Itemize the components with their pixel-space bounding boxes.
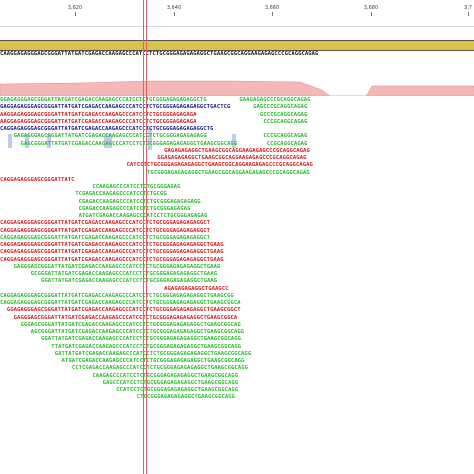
reverse-read[interactable]: AAGGAGAGGGAGCGGGATTATGATCGAGACCAAGAGCCCA… [0, 111, 197, 118]
reverse-read[interactable]: CAGGAGAGGGAGCGGGATTATGATCGAGACCAAGAGCCCA… [0, 220, 211, 227]
forward-read[interactable]: GGAGAGGGAGCGGGATTATGATCGAGACCAAGAGCCCATC… [0, 97, 207, 103]
ruler-tick [75, 12, 76, 16]
reverse-read[interactable]: GGAGAGAGAGGCTGAAGCGGCAGGAAGAGAGCCCGCAGGC… [157, 155, 307, 161]
forward-read[interactable]: GAGAGGGAGCGGGATTATGATCGAGACCAAGAGCCCATCC… [13, 133, 207, 140]
forward-read[interactable]: GGATTATGATCGAGACCAAGAGCCCATCCTCTGCGGGAGA… [41, 336, 241, 343]
mismatch-highlight [104, 134, 112, 148]
forward-read[interactable]: GAGCGGGATTATGATCGAGACCAAGAGCCCATCCTCTGCG… [20, 140, 238, 147]
forward-read[interactable]: CGAGACCAAGAGCCCATCCTCTGCGGGAGAGAG [78, 205, 191, 212]
forward-read[interactable]: CGAGACCAAGAGCCCATCCTCTGCGGGAGAGAGAGG [78, 198, 201, 205]
reverse-read[interactable]: AAGGAGAGGGAGCGGGATTATGATCGAGACCAAGAGCCCA… [0, 118, 197, 125]
forward-read[interactable]: GGATTATGATCGAGACCAAGAGCCCATCCTCTGCGGGAGA… [41, 278, 218, 285]
forward-read[interactable]: CCCGCAGGCAGAG [263, 133, 308, 140]
coverage-area [0, 80, 474, 96]
mismatch-highlight [25, 134, 29, 148]
forward-read[interactable]: CCTCGAGACCAAGAGCCCATCCTCTGCGGGAGAGAGAGGC… [71, 365, 248, 372]
reverse-read[interactable]: GAGAGAGAGGCTGAAGCGGCAGGAAGAGAGCCCGCAGGCA… [164, 147, 310, 154]
reverse-read[interactable]: CAGGAGAGGGAGCGGGATTATC [0, 176, 75, 183]
forward-read[interactable]: CCCGCAGGCAGAG [263, 118, 308, 125]
reverse-read[interactable]: AGAGAGAGAGGCTGAAGCC [164, 285, 229, 292]
forward-read[interactable]: CAGGAGAGGGAGCGGGATTATGATCGAGACCAAGAGCCCA… [0, 234, 211, 241]
ruler-tick-label: 3,620 [67, 5, 83, 11]
mismatch-highlight [47, 134, 51, 148]
forward-read[interactable]: GAGCCCGCAGGCAGAG [253, 104, 308, 111]
reverse-read[interactable]: GAGGGAGCGGGATTATGATCGAGACCAAGAGCCCATCCTC… [13, 314, 238, 321]
forward-read[interactable]: AGCGGGATTATGATCGAGACCAAGAGCCCATCCTCTGCGG… [30, 329, 245, 335]
ruler-tick [272, 12, 273, 16]
ruler-tick-label: 3,680 [363, 5, 379, 11]
reverse-read[interactable]: CATCCTCTGCGGGAGAGAGAGGCTGAAGCGGCAGGAAGAG… [126, 162, 313, 169]
ruler-tick-label: 3,660 [264, 5, 280, 11]
mismatch-highlight [8, 134, 12, 148]
reverse-read[interactable]: CAGGAGAGGGAGCGGGATTATGATCGAGACCAAGAGCCCA… [0, 256, 224, 263]
mismatch-highlight [232, 134, 236, 148]
reverse-read[interactable]: CAGGAGAGGGAGCGGGATTATGATCGAGACCAAGAGCCCA… [0, 249, 224, 256]
forward-read[interactable]: GATTATGATCGAGACCAAGAGCCCATCCTCTGCGGGAGAG… [54, 350, 252, 357]
forward-read[interactable]: CCGCAGGCAGAG [266, 140, 308, 147]
forward-read[interactable]: TGCGGGAGAGAGAGGCTGAAGCGGCAGGAAGAGAGCCCGC… [147, 169, 310, 176]
annotation-track-bar[interactable] [0, 40, 474, 51]
forward-read[interactable]: ATGATCGAGACCAAGAGCCCATCCTCTGCGGGAGAGAGAG… [61, 358, 245, 364]
forward-read[interactable]: CAAGAGCCCATCCTCTGCGGGAGAGAGAGGCTGAAGCGGC… [92, 372, 238, 379]
forward-read[interactable]: CCAAGAGCCCATCCTCTGCGGGAGAG [92, 184, 181, 190]
forward-read[interactable]: GCGGGATTATGATCGAGACCAAGAGCCCATCCTCTGCGGG… [30, 271, 218, 277]
forward-read[interactable]: GGGAGCGGGATTATGATCGAGACCAAGAGCCCATCCTCTG… [20, 321, 241, 328]
forward-read[interactable]: ATGATCGAGACCAAGAGCCCATCCTCTGCGGGAGAGAG [78, 213, 208, 219]
forward-read[interactable]: CAGGAGAGGGAGCGGGATTATGATCGAGACCAAGAGCCCA… [0, 292, 234, 299]
mismatch-highlight [148, 128, 152, 150]
reverse-read[interactable]: GGAGAGGGAGCGGGATTATGATCGAGACCAAGAGCCCATC… [6, 307, 241, 314]
forward-read[interactable]: CAGGAGAGGGAGCGGGATTATGATCGAGACCAAGAGCCCA… [0, 300, 241, 306]
ruler-tick [174, 12, 175, 16]
forward-read[interactable]: GAAGAGAGCCCGCAGGCAGAG [239, 97, 311, 103]
position-ruler: 3,620 3,640 3,660 3,680 3,7 [0, 0, 474, 27]
ruler-tick [468, 12, 469, 16]
paired-read[interactable]: CAGGAGAGGGAGCGGGATTATGATCGAGACCAAGAGCCCA… [0, 126, 214, 132]
forward-read[interactable]: GAGCCCATCCTCTGCGGGAGAGAGAGGCTGAAGCGGCAGG [102, 379, 239, 386]
ruler-tick-label: 3,640 [166, 5, 182, 11]
reverse-read[interactable]: CAGGAGAGGGAGCGGGATTATGATCGAGACCAAGAGCCCA… [0, 227, 211, 234]
coverage-track [0, 80, 474, 96]
forward-read[interactable]: GCCCGCAGGCAGAG [259, 111, 308, 118]
paired-read[interactable]: GAGGAGAGGGAGCGGGATTATGATCGAGACCAAGAGCCCA… [0, 104, 231, 111]
forward-read[interactable]: CCATCCTCTGCGGGAGAGAGAGGCTGAAGCGGCAGG [116, 387, 239, 393]
forward-read[interactable]: TTATGATCGAGACCAAGAGCCCATCCTCTGCGGGAGAGAG… [51, 343, 242, 350]
reference-sequence: CAAGGAGAGGGAGCGGGATTATGATCGAGACCAAGAGCCC… [0, 51, 319, 57]
reverse-read[interactable]: CAGGAGAGGGAGCGGGATTATGATCGAGACCAAGAGCCCA… [0, 242, 224, 248]
forward-read[interactable]: GAGGGAGCGGGATTATGATCGAGACCAAGAGCCCATCCTC… [13, 263, 221, 270]
forward-read[interactable]: TCGAGACCAAGAGCCCATCCTCTGCGG [75, 191, 167, 198]
forward-read[interactable]: CTGCGGGAGAGAGAGGCTGAAGCGGCAGG [136, 394, 236, 401]
ruler-tick-label: 3,7 [464, 5, 472, 11]
ruler-tick [371, 12, 372, 16]
